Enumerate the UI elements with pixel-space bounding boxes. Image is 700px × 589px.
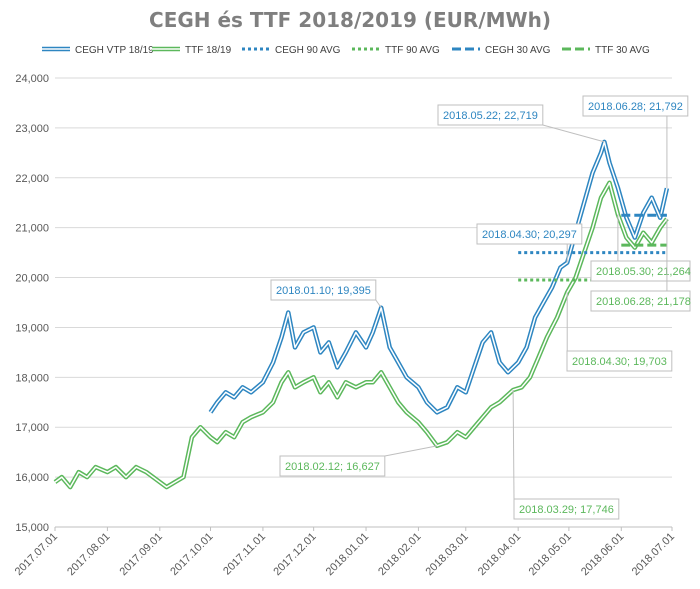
callout-box — [476, 223, 583, 245]
x-tick-label: 2018.07.01 — [630, 531, 677, 578]
x-tick-label: 2017.07.01 — [13, 531, 60, 578]
y-tick-label: 24,000 — [15, 73, 49, 85]
callout-box — [437, 104, 544, 126]
legend-label-ttf-90-avg: TTF 90 AVG — [385, 45, 440, 56]
callout-leader — [375, 299, 382, 309]
callout-leader — [512, 390, 515, 500]
callout-leader — [542, 124, 605, 143]
callout-box — [270, 279, 377, 301]
x-tick-label: 2018.04.01 — [476, 531, 523, 578]
series-line-inner-cegh-vtp-18-19 — [209, 141, 668, 414]
x-tick-label: 2017.10.01 — [168, 531, 215, 578]
callout-box — [279, 455, 386, 477]
y-tick-label: 22,000 — [15, 173, 49, 185]
callout-label: 2018.04.30; 19,703 — [572, 356, 667, 368]
x-tick-label: 2018.02.01 — [376, 531, 423, 578]
x-tick-label: 2018.01.01 — [324, 531, 371, 578]
y-tick-label: 18,000 — [15, 372, 49, 384]
y-tick-label: 17,000 — [15, 422, 49, 434]
legend-label-cegh-90-avg: CEGH 90 AVG — [275, 45, 341, 56]
callout-leader — [384, 445, 438, 457]
x-tick-label: 2018.03.01 — [423, 531, 470, 578]
callout-label: 2018.01.10; 19,395 — [276, 285, 371, 297]
series-line-inner-ttf-18-19 — [54, 182, 668, 488]
y-tick-label: 23,000 — [15, 123, 49, 135]
y-tick-label: 15,000 — [15, 522, 49, 534]
legend-label-ttf-30-avg: TTF 30 AVG — [595, 45, 650, 56]
legend-label-cegh-vtp-18-19: CEGH VTP 18/19 — [75, 45, 154, 56]
x-tick-label: 2018.05.01 — [527, 531, 574, 578]
callout-label: 2018.02.12; 16,627 — [285, 461, 380, 473]
callout-label: 2018.05.30; 21,264 — [596, 266, 691, 278]
x-tick-label: 2017.12.01 — [271, 531, 318, 578]
legend-label-cegh-30-avg: CEGH 30 AVG — [485, 45, 551, 56]
callout-label: 2018.05.22; 22,719 — [443, 110, 538, 122]
callout-box — [513, 498, 620, 520]
y-tick-label: 16,000 — [15, 472, 49, 484]
y-tick-label: 21,000 — [15, 223, 49, 235]
y-tick-label: 20,000 — [15, 273, 49, 285]
chart-title: CEGH és TTF 2018/2019 (EUR/MWh) — [149, 8, 551, 32]
x-tick-label: 2017.11.01 — [221, 531, 268, 578]
callout-box — [566, 350, 673, 372]
callout-label: 2018.06.28; 21,178 — [596, 296, 691, 308]
legend-label-ttf-18-19: TTF 18/19 — [185, 45, 232, 56]
callout-label: 2018.06.28; 21,792 — [588, 101, 683, 113]
y-tick-label: 19,000 — [15, 322, 49, 334]
callout-label: 2018.04.30; 20,297 — [482, 229, 577, 241]
x-tick-label: 2017.08.01 — [65, 531, 112, 578]
callout-box — [590, 260, 691, 282]
x-tick-label: 2017.09.01 — [118, 531, 165, 578]
callout-box — [582, 95, 689, 117]
callout-box — [590, 290, 691, 312]
callout-label: 2018.03.29; 17,746 — [519, 504, 614, 516]
x-tick-label: 2018.06.01 — [579, 531, 626, 578]
